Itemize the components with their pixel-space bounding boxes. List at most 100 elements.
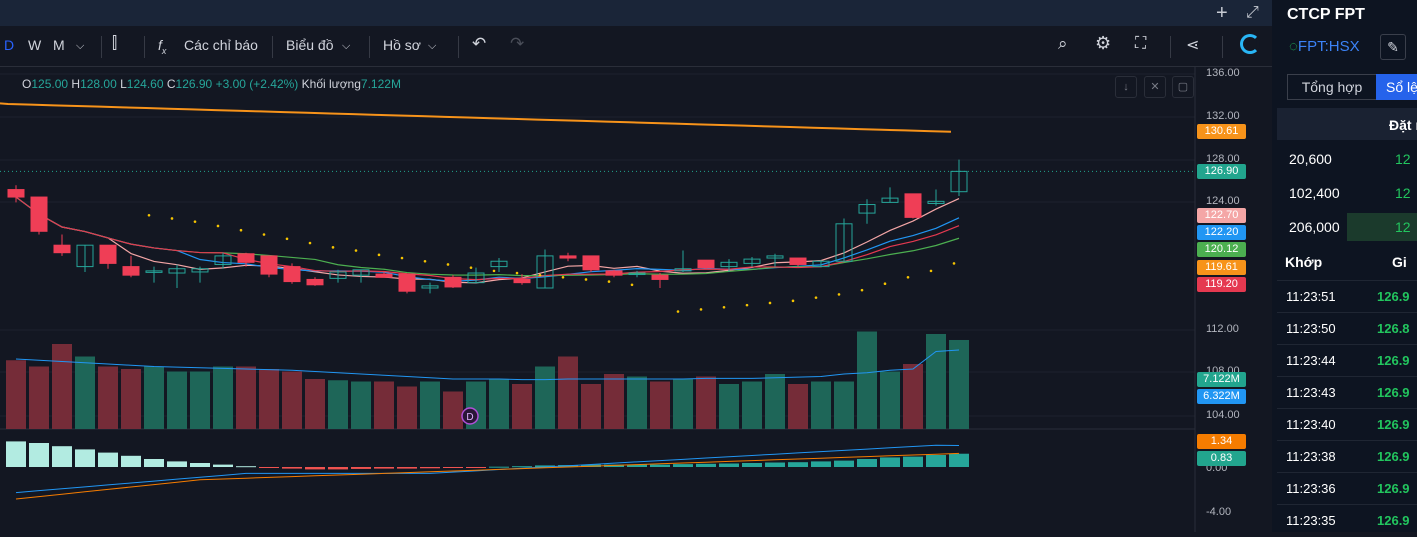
ticker-label: FPT:HSX [1297, 38, 1360, 55]
function-icon[interactable]: fx [158, 37, 167, 56]
price-badge-bb-upper: 122.70 [1197, 208, 1246, 223]
fullscreen-icon[interactable]: ⛶ [1135, 35, 1147, 52]
undo-icon[interactable]: ↶ [472, 34, 487, 53]
collapse-icon[interactable]: ✕ [1144, 76, 1166, 98]
dividend-marker [461, 407, 479, 425]
share-icon[interactable]: ⋖ [1186, 37, 1200, 54]
chevron-down-icon[interactable]: ⌵ [76, 40, 85, 52]
macd-hist-bar [673, 464, 693, 467]
orderbook-row[interactable]: 102,400 12 [1277, 177, 1417, 209]
sar-dot [837, 293, 841, 296]
sar-dot [538, 273, 542, 277]
matched-row: 11:23:40 126.9 [1277, 408, 1417, 441]
volume-bar [121, 369, 141, 429]
signal-line [15, 452, 960, 500]
macd-hist-bar [903, 456, 923, 467]
candlestick-icon[interactable]: ⫿ [112, 35, 118, 52]
ticker-link[interactable]: ◌FPT:HSX [1289, 38, 1360, 55]
macd-hist-bar [949, 453, 969, 467]
plus-icon[interactable]: + [1216, 2, 1228, 24]
tab-orderbook[interactable]: Sổ lệ [1376, 74, 1417, 100]
pencil-icon[interactable]: ✎ [1380, 34, 1406, 60]
interval-m-button[interactable]: M [53, 37, 65, 53]
matched-price: 126.9 [1377, 385, 1410, 400]
volume-ma-badge: 6.322M [1197, 389, 1246, 404]
ma-long-line [0, 102, 952, 133]
indicators-button[interactable]: Các chỉ báo [184, 37, 258, 53]
candle-body [260, 255, 278, 275]
high-label: H [71, 77, 81, 91]
candle-body [490, 260, 508, 268]
macd-hist-bar [742, 463, 762, 467]
sar-dot [860, 288, 864, 292]
tab-summary[interactable]: Tổng hợp [1287, 74, 1377, 100]
candle-body [789, 257, 807, 265]
volume-bar [420, 381, 440, 429]
volume-bar [811, 381, 831, 429]
macd-hist-bar [466, 467, 486, 468]
candle-body [743, 258, 761, 264]
dividend-marker-label: D [466, 412, 473, 423]
volume-bar [512, 384, 532, 429]
candle-body [352, 269, 370, 276]
matched-header-time: Khớp [1285, 254, 1323, 270]
matched-row: 11:23:51 126.9 [1277, 280, 1417, 313]
candle-body [168, 268, 186, 274]
sar-dot [285, 237, 289, 241]
candle-body [950, 170, 968, 193]
candle-body [191, 268, 209, 273]
candle-body [858, 204, 876, 214]
profile-button[interactable]: Hồ sơ [383, 37, 421, 53]
macd-hist-bar [535, 465, 555, 467]
interval-w-button[interactable]: W [28, 37, 42, 53]
sar-dot [492, 269, 496, 273]
divider [1222, 36, 1223, 58]
macd-hist-bar [627, 464, 647, 467]
macd-hist-bar [489, 466, 509, 468]
price-chart[interactable]: D [0, 0, 1272, 532]
volume-bar [880, 371, 900, 429]
volume-bar [29, 366, 49, 429]
axis-tick: 124.00 [1206, 195, 1240, 207]
matched-row: 11:23:43 126.9 [1277, 376, 1417, 409]
interval-d-button[interactable]: D [4, 37, 15, 53]
open-value: 125.00 [31, 77, 69, 91]
macd-hist-bar [351, 467, 371, 469]
volume-bar [259, 369, 279, 429]
candle-body [720, 261, 738, 268]
macd-hist-bar [190, 463, 210, 467]
matched-header: Khớp Gi [1277, 250, 1417, 276]
expand-icon[interactable]: ⤢ [1246, 4, 1259, 21]
arrow-down-icon[interactable]: ↓ [1115, 76, 1137, 98]
volume-bar [535, 366, 555, 429]
chevron-down-icon[interactable]: ⌵ [428, 40, 437, 52]
zoom-icon[interactable]: ⌕ [1058, 34, 1068, 53]
candle-body [7, 189, 25, 198]
sar-dot [515, 271, 519, 275]
volume-bar [443, 391, 463, 429]
chevron-down-icon[interactable]: ⌵ [342, 40, 351, 52]
redo-icon[interactable]: ↷ [510, 34, 525, 53]
ma-8-line [15, 196, 960, 282]
orderbook-qty: 102,400 [1289, 185, 1340, 201]
chart-type-button[interactable]: Biểu đồ [286, 37, 334, 53]
axis-tick: 128.00 [1206, 153, 1240, 165]
sar-dot [331, 246, 335, 249]
volume-bar [696, 376, 716, 429]
candle-body [375, 273, 393, 278]
orderbook-row[interactable]: 206,000 12 [1277, 211, 1417, 243]
candle-body [30, 196, 48, 232]
volume-bar [282, 371, 302, 429]
gear-icon[interactable]: ⚙ [1095, 33, 1112, 53]
volume-bar [305, 379, 325, 429]
candle-body [76, 244, 94, 268]
low-label: L [120, 77, 127, 91]
candle-body [306, 278, 324, 286]
company-name: CTCP FPT [1287, 6, 1365, 23]
volume-bar [6, 360, 26, 429]
sar-dot [469, 266, 473, 269]
orderbook-row[interactable]: 20,600 12 [1277, 143, 1417, 175]
maximize-icon[interactable]: ▢ [1172, 76, 1194, 98]
sar-dot [607, 280, 611, 283]
macd-hist-bar [98, 452, 118, 467]
